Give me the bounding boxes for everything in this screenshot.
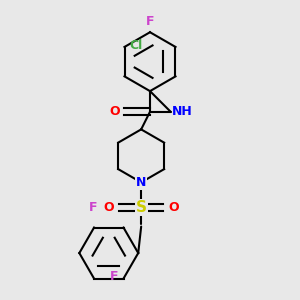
Text: NH: NH — [172, 105, 193, 118]
Text: O: O — [169, 201, 179, 214]
Text: N: N — [136, 176, 146, 189]
Text: F: F — [146, 15, 154, 28]
Text: S: S — [136, 200, 147, 215]
Text: O: O — [103, 201, 114, 214]
Text: O: O — [109, 105, 120, 118]
Text: F: F — [110, 270, 118, 283]
Text: F: F — [88, 201, 97, 214]
Text: Cl: Cl — [130, 39, 143, 52]
